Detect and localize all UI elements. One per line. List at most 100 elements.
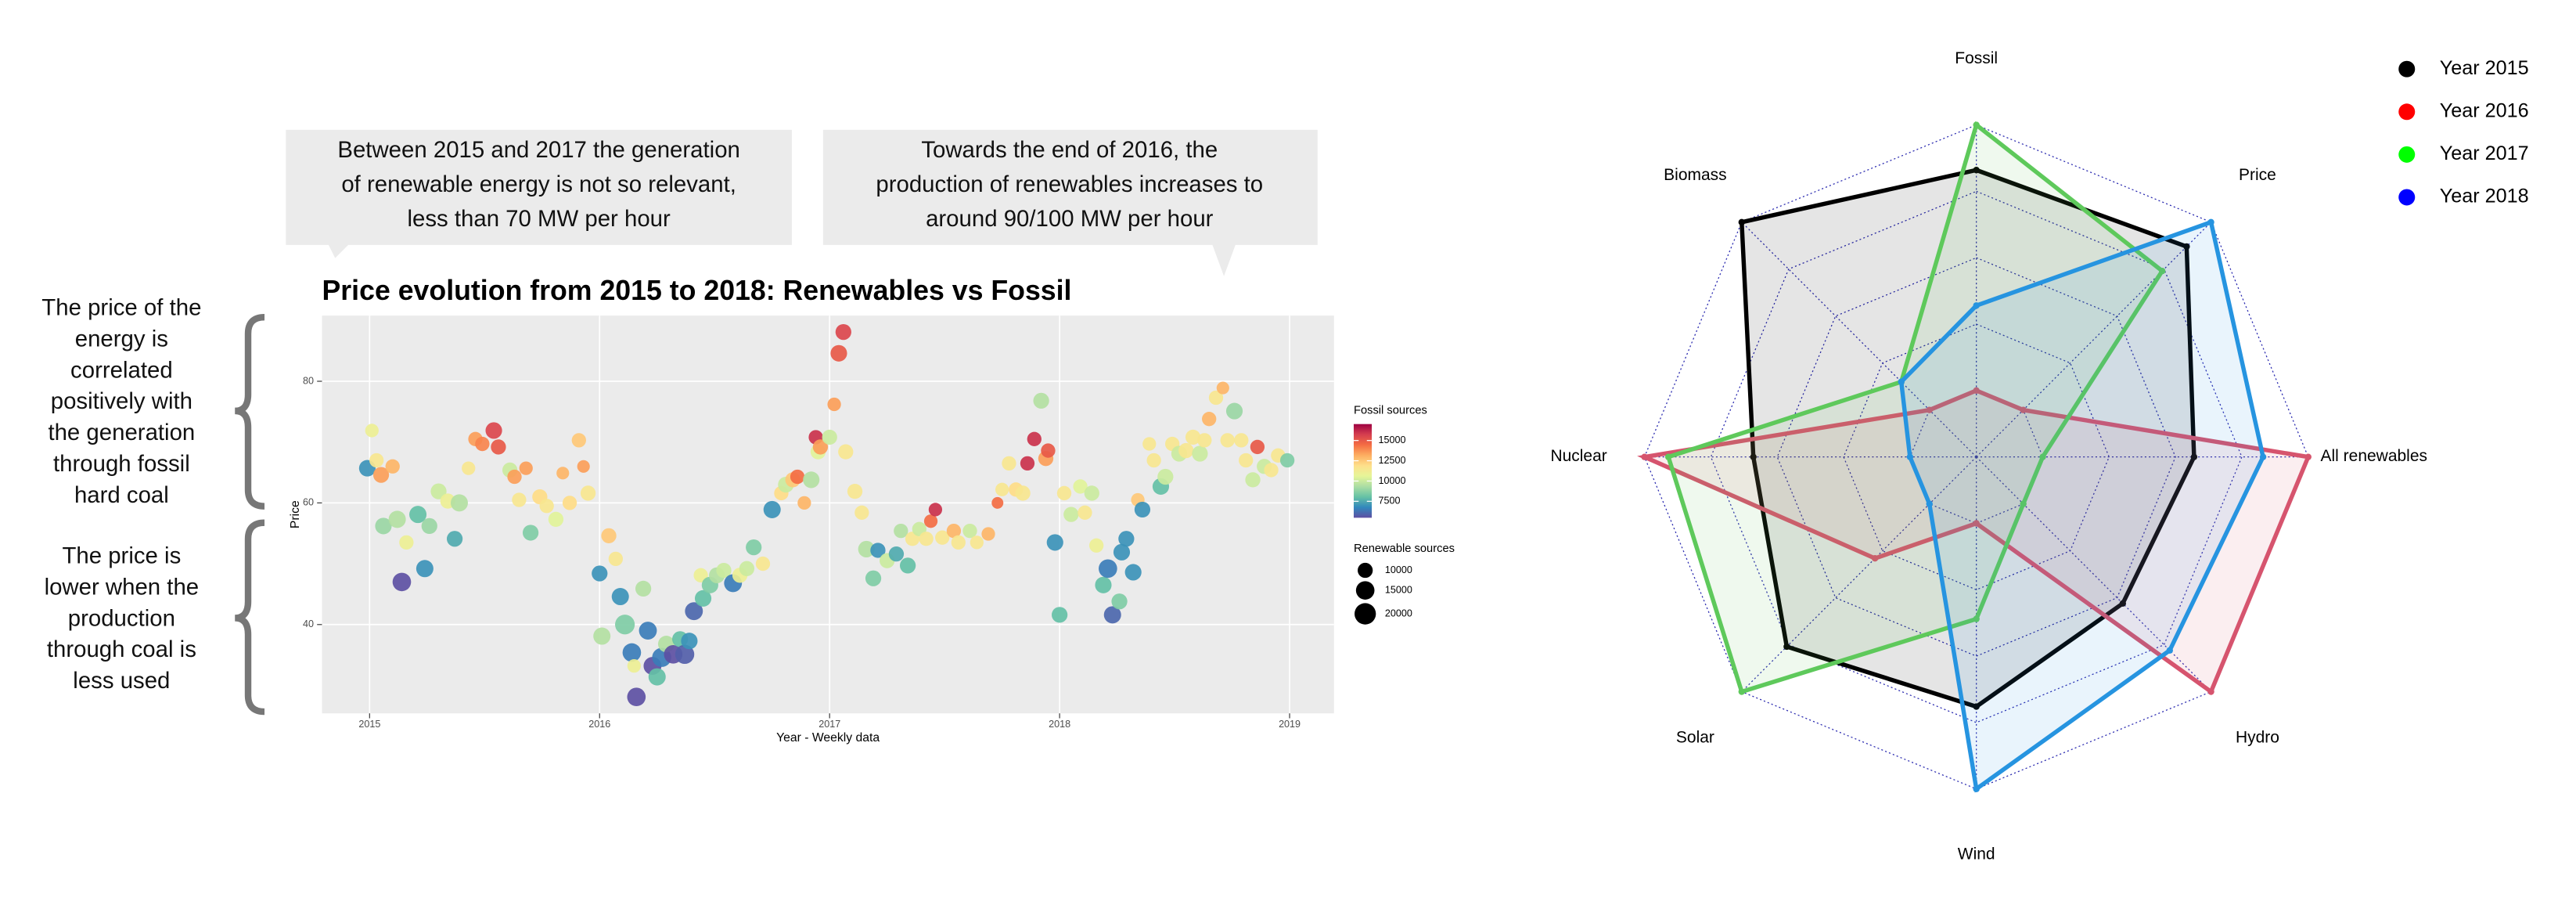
radar-vertex [2190,453,2198,460]
point [835,323,851,341]
point [450,494,468,512]
point [991,496,1004,509]
x-tick-label: 2015 [358,719,380,730]
point [1220,433,1235,448]
point [693,568,708,582]
x-tick-label: 2019 [1279,719,1301,730]
point [858,540,875,558]
point [608,551,624,567]
axis-label: Wind [1958,845,1995,863]
point [627,687,646,707]
x-axis-label: Year - Weekly data [776,731,880,745]
point [1239,452,1254,468]
point [409,506,427,524]
callout-text: Towards the end of 2016, the [921,137,1218,163]
point [935,530,950,545]
size-label: 20000 [1385,608,1412,618]
brace [234,519,265,716]
side-note-text: through fossil [53,451,190,477]
legend-title: Renewable sources [1354,543,1455,555]
point [507,469,522,485]
point [475,436,490,452]
point [1073,479,1088,494]
legend-label: Year 2017 [2440,142,2529,164]
point [1225,402,1243,420]
point [1052,607,1068,623]
callout-text: production of renewables increases to [876,171,1263,197]
point [1056,485,1072,501]
point [375,517,392,535]
size-label: 10000 [1385,564,1412,575]
point [1111,593,1128,610]
point [593,627,611,645]
point [615,615,635,635]
point [919,532,934,546]
point [716,562,732,579]
point [392,572,412,592]
point [854,505,869,520]
point [1113,543,1131,561]
colorbar-label: 10000 [1378,475,1405,486]
point [847,483,863,499]
point [739,561,755,576]
colorbar-label: 12500 [1378,455,1405,466]
side-note-text: The price is [62,543,181,569]
point [639,622,657,640]
radar-vertex [1738,218,1746,225]
y-tick-label: 40 [303,618,314,629]
point [694,590,712,607]
radar-vertex [1973,302,1980,309]
point [1046,534,1063,551]
point [522,525,539,541]
point [812,439,829,455]
point [519,461,533,475]
point [865,570,882,586]
point [369,452,384,468]
radar-vertex [2158,267,2166,275]
point [981,527,995,541]
callout-text: of renewable energy is not so relevant, [341,171,736,197]
point [592,565,608,582]
radar-vertex [2020,500,2027,507]
y-axis-label: Price [289,500,302,528]
legend-label: Year 2016 [2440,99,2529,121]
point [1015,485,1031,501]
point [1124,564,1142,581]
point [446,531,463,547]
point [388,510,406,528]
side-note-text: lower when the [45,574,200,600]
side-note-text: production [68,605,175,631]
point [1078,505,1092,520]
legend-label: Year 2015 [2440,57,2529,79]
point [1103,606,1121,624]
point [399,535,414,550]
radar-vertex [1783,643,1790,651]
point [1002,456,1016,471]
plot-panel [322,315,1334,714]
x-tick-label: 2018 [1049,719,1070,730]
point [1208,390,1224,406]
radar-vertex [1973,387,1980,395]
size-key [1355,603,1376,625]
side-note-text: less used [73,668,170,694]
side-note-text: correlated [70,357,173,383]
point [571,433,586,448]
point [1146,452,1161,468]
radar-vertex [1973,167,1980,174]
point [928,503,943,517]
point [1084,485,1099,501]
radar-vertex [1973,121,1980,128]
point [951,535,966,550]
point [790,469,805,485]
point [1157,468,1174,485]
point [1185,429,1201,445]
point [430,483,447,499]
axis-label: Price [2239,166,2276,184]
size-key [1358,562,1373,579]
point [577,460,590,473]
point [1192,445,1208,462]
point [685,602,703,621]
point [1245,472,1261,488]
